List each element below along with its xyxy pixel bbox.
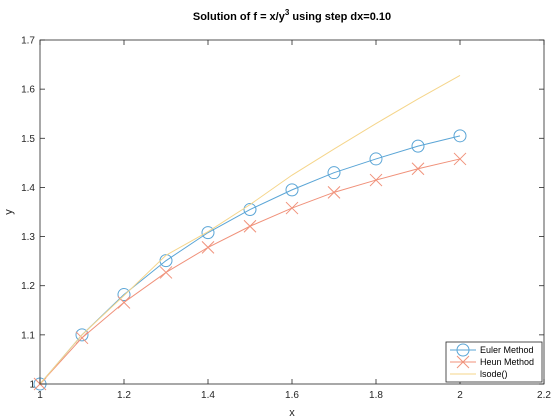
legend-label: Heun Method bbox=[480, 357, 534, 367]
heun-point bbox=[369, 173, 383, 187]
x-tick-label: 1.8 bbox=[369, 390, 383, 401]
heun-point bbox=[159, 266, 173, 279]
y-tick-label: 1.2 bbox=[21, 281, 35, 292]
chart-title-rest: using step dx=0.10 bbox=[289, 11, 391, 23]
y-tick-label: 1 bbox=[29, 380, 35, 391]
legend-entry: Heun Method bbox=[450, 355, 534, 369]
y-tick-label: 1.7 bbox=[21, 36, 35, 47]
series-layer bbox=[33, 74, 467, 391]
heun-point bbox=[75, 331, 89, 345]
euler-point bbox=[117, 288, 131, 302]
legend-label: Euler Method bbox=[480, 345, 534, 355]
euler-point bbox=[243, 203, 257, 217]
heun-point bbox=[243, 219, 257, 233]
euler-point bbox=[411, 139, 425, 153]
legend-label: lsode() bbox=[480, 369, 508, 379]
x-tick-label: 1.4 bbox=[201, 390, 215, 401]
legend-entry: Euler Method bbox=[450, 343, 534, 357]
heun-point bbox=[411, 162, 425, 176]
heun-point bbox=[117, 296, 131, 309]
series-line-2 bbox=[39, 74, 461, 385]
plot-background bbox=[40, 40, 544, 384]
x-tick-label: 1 bbox=[37, 390, 43, 401]
heun-point bbox=[327, 185, 341, 199]
euler-point bbox=[75, 328, 89, 342]
chart-title: Solution of f = x/y3 using step dx=0.10 bbox=[193, 8, 391, 23]
x-tick-label: 2 bbox=[457, 390, 463, 401]
heun-point bbox=[285, 201, 299, 215]
euler-point bbox=[327, 166, 341, 180]
legend-entry: lsode() bbox=[450, 369, 508, 379]
euler-point bbox=[369, 152, 383, 166]
x-axis-label: x bbox=[289, 407, 295, 419]
x-tick-label: 2.2 bbox=[537, 390, 551, 401]
euler-point bbox=[285, 183, 299, 197]
y-tick-label: 1.1 bbox=[21, 330, 35, 341]
heun-point bbox=[201, 241, 215, 254]
euler-point bbox=[453, 129, 467, 143]
chart-title-superscript: 3 bbox=[285, 8, 290, 17]
y-axis-label: y bbox=[3, 209, 15, 215]
legend: Euler Method Heun Method lsode() bbox=[445, 341, 543, 383]
heun-point bbox=[453, 152, 467, 166]
plot-frame bbox=[39, 39, 545, 385]
x-tick-label: 1.6 bbox=[285, 390, 299, 401]
x-tick-label: 1.2 bbox=[117, 390, 131, 401]
y-tick-label: 1.3 bbox=[21, 232, 35, 243]
y-tick-label: 1.5 bbox=[21, 134, 35, 145]
y-tick-label: 1.4 bbox=[21, 183, 35, 194]
euler-point bbox=[201, 226, 215, 240]
y-tick-label: 1.6 bbox=[21, 85, 35, 96]
